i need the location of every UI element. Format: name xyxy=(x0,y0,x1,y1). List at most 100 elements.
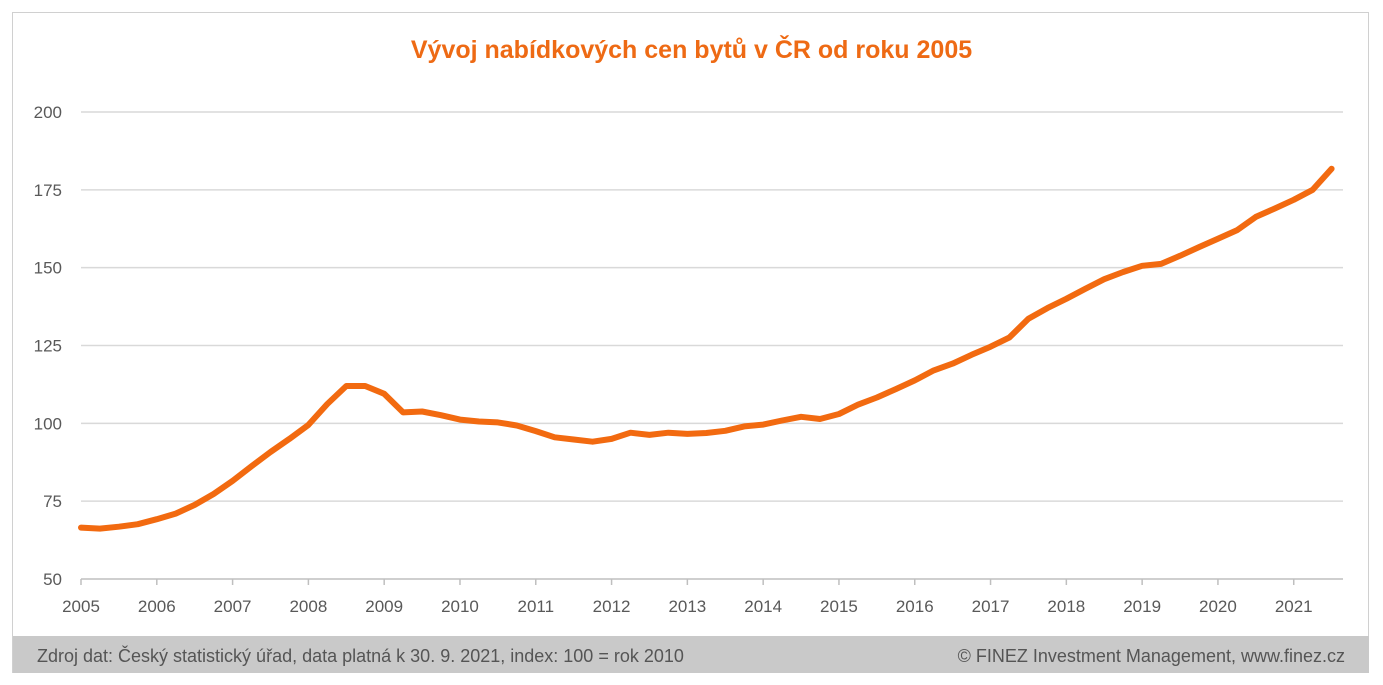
x-tick-label: 2005 xyxy=(62,597,100,616)
copyright-note: © FINEZ Investment Management, www.finez… xyxy=(957,646,1345,666)
x-tick-label: 2011 xyxy=(517,597,554,616)
x-tick-label: 2019 xyxy=(1123,597,1161,616)
data-point xyxy=(286,436,292,442)
data-point xyxy=(400,409,406,415)
data-point xyxy=(1215,236,1221,242)
chart-frame xyxy=(12,12,1369,673)
y-tick-label: 175 xyxy=(34,181,62,200)
data-point xyxy=(722,428,728,434)
data-point xyxy=(1082,286,1088,292)
data-point xyxy=(211,491,217,497)
y-tick-label: 200 xyxy=(34,103,62,122)
data-point xyxy=(1006,334,1012,340)
data-point xyxy=(950,361,956,367)
data-point xyxy=(249,463,255,469)
data-point xyxy=(988,344,994,350)
data-point xyxy=(855,402,861,408)
x-tick-label: 2010 xyxy=(441,597,479,616)
data-point xyxy=(154,516,160,522)
data-point xyxy=(1177,253,1183,259)
data-point xyxy=(267,449,273,455)
series-line xyxy=(78,165,1335,532)
x-axis: 2005 2006 2007 2008 2009 2010 2011 2012 2013 2014… xyxy=(62,578,1343,616)
data-point xyxy=(438,412,444,418)
x-tick-label: 2009 xyxy=(365,597,403,616)
data-point xyxy=(1253,214,1259,220)
x-tick-label: 2006 xyxy=(138,597,176,616)
data-point xyxy=(495,419,501,425)
footer-bar: Zdroj dat: Český statistický úřad, data … xyxy=(13,636,1369,673)
data-point xyxy=(476,418,482,424)
source-note: Zdroj dat: Český statistický úřad, data … xyxy=(37,646,684,666)
gridlines xyxy=(81,111,1343,502)
y-tick-label: 150 xyxy=(34,259,62,278)
data-point xyxy=(419,409,425,415)
data-point xyxy=(609,436,615,442)
data-point xyxy=(1044,305,1050,311)
x-tick-label: 2012 xyxy=(593,597,631,616)
data-point xyxy=(381,391,387,397)
data-point xyxy=(893,386,899,392)
data-point xyxy=(1234,227,1240,233)
x-tick-label: 2015 xyxy=(820,597,858,616)
data-point xyxy=(324,401,330,407)
data-point xyxy=(665,430,671,436)
data-point xyxy=(1158,261,1164,267)
data-point xyxy=(362,383,368,389)
chart-title: Vývoj nabídkových cen bytů v ČR od roku … xyxy=(410,36,973,64)
data-point xyxy=(97,526,103,532)
data-point xyxy=(230,478,236,484)
data-point xyxy=(571,437,577,443)
data-point xyxy=(1291,197,1297,203)
x-tick-label: 2008 xyxy=(289,597,327,616)
data-point xyxy=(533,428,539,434)
line-chart: 50 75 100 125 150 175 200 2005 2006 2007 2008 2009… xyxy=(34,103,1343,616)
x-tick-label: 2013 xyxy=(668,597,706,616)
data-point xyxy=(741,423,747,429)
data-point xyxy=(969,352,975,358)
data-point xyxy=(1329,166,1335,172)
data-point xyxy=(457,417,463,423)
data-point xyxy=(912,377,918,383)
data-point xyxy=(514,423,520,429)
data-point xyxy=(931,367,937,373)
data-point xyxy=(874,394,880,400)
y-tick-label: 125 xyxy=(34,337,62,356)
data-point xyxy=(78,525,84,531)
x-tick-label: 2017 xyxy=(972,597,1010,616)
data-point xyxy=(779,418,785,424)
x-tick-label: 2021 xyxy=(1275,597,1313,616)
data-point xyxy=(646,432,652,438)
series-layer xyxy=(78,165,1335,532)
x-tick-label: 2018 xyxy=(1047,597,1085,616)
x-tick-label: 2014 xyxy=(744,597,782,616)
data-point xyxy=(760,422,766,428)
data-point xyxy=(192,502,198,508)
data-point xyxy=(1101,276,1107,282)
x-tick-label: 2007 xyxy=(214,597,252,616)
data-point xyxy=(343,383,349,389)
data-point xyxy=(1063,296,1069,302)
data-point xyxy=(590,439,596,445)
data-point xyxy=(817,416,823,422)
data-point xyxy=(1196,244,1202,250)
data-point xyxy=(684,431,690,437)
data-point xyxy=(628,430,634,436)
data-point xyxy=(116,524,122,530)
x-tick-label: 2016 xyxy=(896,597,934,616)
data-point xyxy=(836,411,842,417)
data-point xyxy=(798,414,804,420)
y-axis: 50 75 100 125 150 175 200 xyxy=(34,103,62,589)
data-point xyxy=(552,434,558,440)
data-point xyxy=(1139,263,1145,269)
data-point xyxy=(135,521,141,527)
y-tick-label: 50 xyxy=(43,570,62,589)
data-point xyxy=(305,422,311,428)
data-point xyxy=(1272,206,1278,212)
data-point xyxy=(703,430,709,436)
y-tick-label: 75 xyxy=(43,492,62,511)
data-point xyxy=(1310,187,1316,193)
y-tick-label: 100 xyxy=(34,414,62,433)
x-tick-label: 2020 xyxy=(1199,597,1237,616)
data-point xyxy=(1120,269,1126,275)
